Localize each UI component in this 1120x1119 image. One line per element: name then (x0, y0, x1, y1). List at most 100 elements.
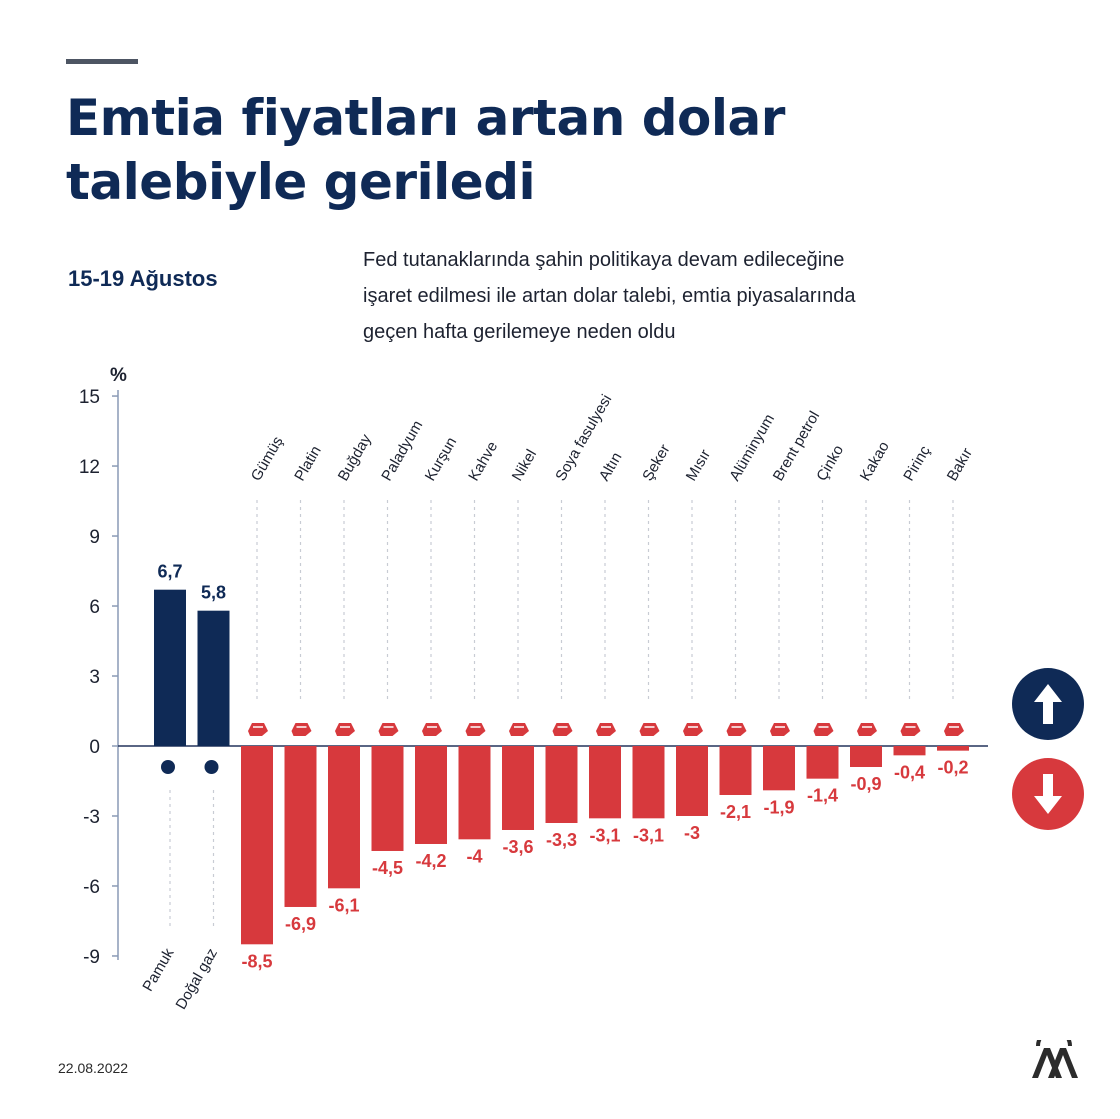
bar (850, 746, 882, 767)
bar (241, 746, 273, 945)
bar (676, 746, 708, 816)
soybean-icon (552, 723, 573, 736)
value-label: -4 (466, 846, 482, 866)
icon-shape (900, 723, 921, 736)
icon-shape (726, 723, 747, 736)
icon-shape (422, 723, 442, 736)
oil-barrel-icon (770, 723, 790, 736)
bar (632, 746, 665, 819)
category-label: Mısır (683, 447, 714, 484)
icon-shape (335, 723, 355, 736)
bar (719, 746, 752, 795)
date-range: 15-19 Ağustos (68, 266, 218, 291)
bar (328, 746, 360, 889)
icon-shape (465, 723, 486, 736)
bar (937, 746, 969, 751)
category-label: Nikel (509, 447, 540, 484)
corn-icon (683, 723, 703, 736)
value-label: -3,1 (633, 825, 664, 845)
category-label: Paladyum (378, 418, 426, 484)
value-label: -0,2 (937, 758, 968, 778)
value-label: 5,8 (201, 583, 226, 603)
sugar-sack-icon (639, 723, 660, 736)
bar (545, 746, 578, 823)
arrow-shape (1034, 774, 1062, 814)
icon-shape (770, 723, 790, 736)
category-label: Gümüş (248, 434, 287, 484)
value-label: -1,4 (807, 786, 838, 806)
bar (806, 746, 839, 779)
category-label: Kahve (465, 439, 501, 484)
category-label: Platin (291, 443, 324, 484)
bar (589, 746, 621, 819)
y-axis-unit: % (110, 365, 127, 386)
y-axis: % 15 12 9 6 3 0 -3 -6 -9 (79, 365, 988, 968)
bar (284, 746, 317, 907)
title-line-1: Emtia fiyatları artan dolar (66, 89, 785, 147)
palladium-bars-icon (378, 723, 399, 736)
direction-indicators (1012, 668, 1084, 830)
wheat-icon (335, 723, 355, 736)
arrow-up-icon (1012, 668, 1084, 740)
nickel-bars-icon (509, 723, 529, 736)
platinum-bars-icon (291, 723, 312, 736)
cotton-icon (161, 760, 175, 774)
bar (763, 746, 795, 791)
gas-flame-icon (204, 760, 219, 774)
value-label: -6,9 (285, 914, 316, 934)
icon-shape (813, 723, 834, 736)
value-label: -0,9 (850, 774, 881, 794)
category-label: Bakır (944, 445, 976, 484)
coffee-bean-icon (465, 723, 486, 736)
icon-shape (552, 723, 573, 736)
top-rule (66, 59, 138, 64)
bar (415, 746, 447, 844)
aa-logo-icon (1032, 1040, 1078, 1078)
y-tick-label: -3 (83, 807, 100, 828)
value-label: -4,2 (415, 851, 446, 871)
rice-sack-icon (900, 723, 921, 736)
category-label: Buğday (335, 431, 375, 484)
category-label: Pirinç (900, 443, 934, 484)
lead-bars-icon (422, 723, 442, 736)
value-label: -3,3 (546, 830, 577, 850)
value-label: -1,9 (763, 797, 794, 817)
bars (154, 589, 969, 945)
description-line-3: geçen hafta gerilemeye neden oldu (363, 321, 676, 343)
value-label: -3 (684, 823, 700, 843)
y-tick-label: -6 (83, 877, 100, 898)
arrow-down-icon (1012, 758, 1084, 830)
value-label: -3,6 (502, 837, 533, 857)
icon-shape (509, 723, 529, 736)
value-label: -2,1 (720, 802, 751, 822)
icon-shape (378, 723, 399, 736)
bar (371, 746, 404, 851)
silver-bars-icon (248, 723, 268, 736)
category-label: Çinko (813, 442, 847, 484)
icon-shape (291, 723, 312, 736)
category-label: Kurşun (422, 434, 460, 484)
bar (893, 746, 926, 756)
bar (458, 746, 491, 840)
y-tick-label: -9 (83, 947, 100, 968)
y-tick-label: 3 (89, 667, 100, 688)
bar (197, 610, 230, 746)
category-label: Pamuk (139, 945, 177, 994)
copper-bars-icon (944, 723, 964, 736)
bar (502, 746, 534, 830)
value-label: -4,5 (372, 858, 403, 878)
category-label: Şeker (639, 442, 673, 484)
value-label: -0,4 (894, 762, 925, 782)
description-line-2: işaret edilmesi ile artan dolar talebi, … (363, 285, 856, 307)
description-line-1: Fed tutanaklarında şahin politikaya deva… (363, 249, 845, 271)
footer-date: 22.08.2022 (58, 1060, 129, 1076)
bar (154, 589, 186, 746)
y-tick-label: 0 (89, 737, 100, 758)
category-label: Doğal gaz (172, 946, 220, 1013)
gold-bars-icon (596, 723, 616, 736)
value-label: -3,1 (589, 825, 620, 845)
aluminum-bars-icon (726, 723, 747, 736)
category-label: Kakao (857, 439, 893, 484)
title-line-2: talebiyle geriledi (66, 153, 536, 211)
